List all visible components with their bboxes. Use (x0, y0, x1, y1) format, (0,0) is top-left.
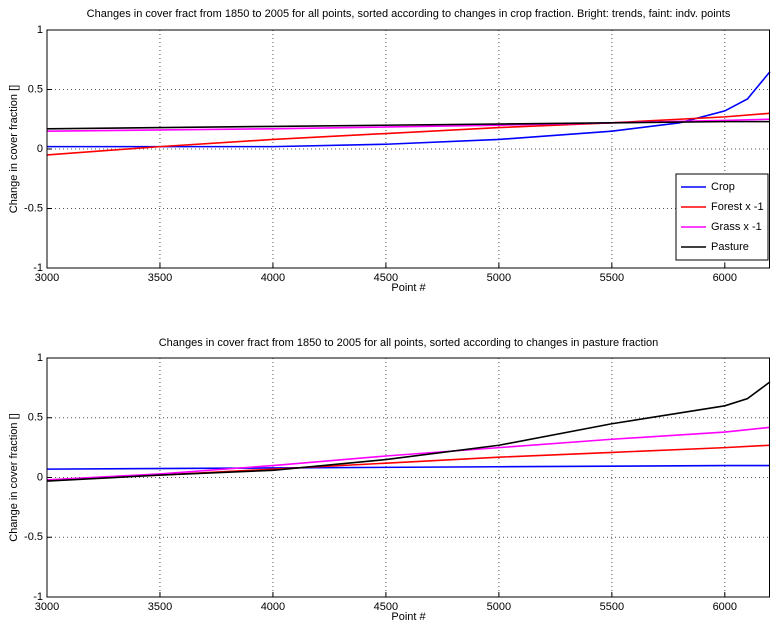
y-tick-label: -0.5 (24, 531, 43, 543)
x-tick-label: 3500 (148, 601, 172, 613)
y-tick-label: -1 (33, 262, 43, 274)
y-tick-label: -0.5 (24, 202, 43, 214)
x-tick-label: 6000 (713, 601, 737, 613)
chart-title: Changes in cover fract from 1850 to 2005… (159, 337, 659, 349)
x-tick-label: 5000 (487, 601, 511, 613)
legend-label: Crop (711, 181, 735, 193)
legend-label: Grass x -1 (711, 221, 762, 233)
y-tick-label: 0.5 (28, 83, 43, 95)
chart-title: Changes in cover fract from 1850 to 2005… (87, 8, 731, 20)
y-axis-label: Change in cover fraction [] (8, 413, 20, 541)
x-tick-label: 5500 (600, 601, 624, 613)
x-tick-label: 6000 (713, 272, 737, 284)
x-tick-label: 4000 (261, 601, 285, 613)
legend-label: Forest x -1 (711, 201, 764, 213)
x-tick-label: 3000 (35, 601, 59, 613)
legend-box (675, 173, 769, 261)
x-axis-label: Point # (391, 282, 426, 294)
trend-line (46, 120, 770, 130)
legend-label: Pasture (711, 241, 749, 253)
y-tick-label: 1 (37, 24, 43, 36)
y-tick-label: 0 (37, 143, 43, 155)
x-tick-label: 3000 (35, 272, 59, 284)
x-tick-label: 4500 (374, 601, 398, 613)
trend-line (46, 464, 770, 470)
x-tick-label: 5500 (600, 272, 624, 284)
y-tick-label: 0 (37, 471, 43, 483)
axes-box (46, 357, 770, 598)
trend-line (46, 381, 771, 482)
x-axis-label: Point # (391, 611, 426, 623)
axes-box (46, 29, 770, 269)
trend-line (47, 71, 771, 148)
y-tick-label: 0.5 (28, 412, 43, 424)
trend-line (46, 112, 771, 156)
x-tick-label: 5000 (487, 272, 511, 284)
x-tick-label: 4500 (374, 272, 398, 284)
y-axis-label: Change in cover fraction [] (8, 85, 20, 213)
y-tick-label: 1 (37, 352, 43, 364)
x-tick-label: 4000 (261, 272, 285, 284)
y-tick-label: -1 (33, 591, 43, 603)
x-tick-label: 3500 (148, 272, 172, 284)
